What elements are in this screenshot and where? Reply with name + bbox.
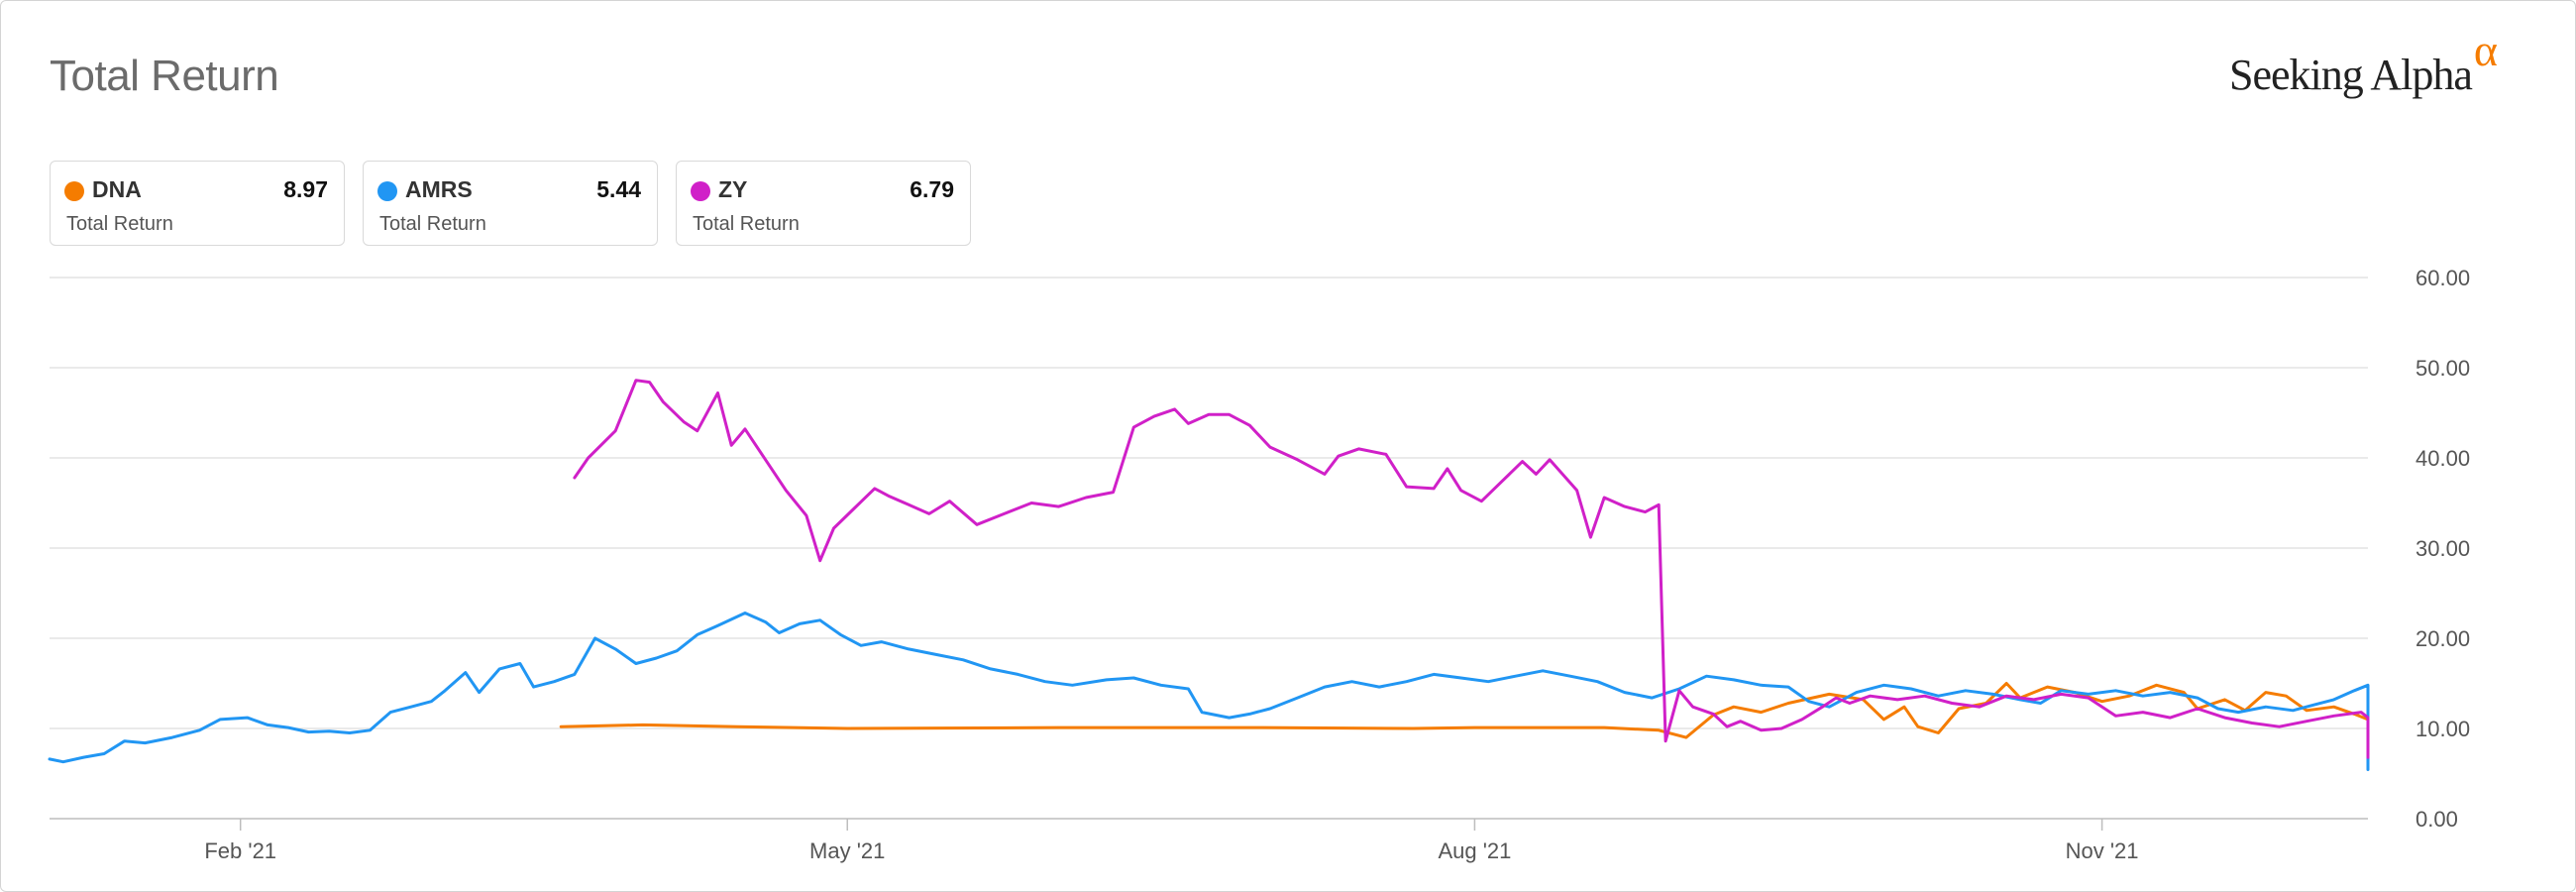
card-ticker: DNA xyxy=(92,176,142,202)
x-tick-label: Nov '21 xyxy=(2066,838,2139,863)
legend-card-dna[interactable]: DNA 8.97 Total Return xyxy=(50,161,345,246)
y-tick-label: 30.00 xyxy=(2415,536,2470,561)
series-lines xyxy=(48,379,2370,771)
y-tick-label: 60.00 xyxy=(2415,266,2470,290)
y-tick-label: 50.00 xyxy=(2415,356,2470,381)
brand-name: Seeking Alpha xyxy=(2229,51,2473,99)
card-value: 5.44 xyxy=(596,176,641,202)
legend-card-zy[interactable]: ZY 6.79 Total Return xyxy=(676,161,971,246)
series-dot-icon xyxy=(377,181,397,201)
legend-card-amrs[interactable]: AMRS 5.44 Total Return xyxy=(363,161,658,246)
alpha-icon: α xyxy=(2473,25,2498,75)
card-value: 6.79 xyxy=(910,176,954,202)
series-line-amrs[interactable] xyxy=(48,612,2370,771)
y-tick-label: 10.00 xyxy=(2415,717,2470,741)
card-label: Total Return xyxy=(693,213,800,235)
series-line-zy[interactable] xyxy=(573,379,2370,759)
card-value: 8.97 xyxy=(283,176,328,202)
y-tick-label: 20.00 xyxy=(2415,626,2470,651)
brand-logo: Seeking Alphaα xyxy=(2229,25,2498,100)
page-title: Total Return xyxy=(50,52,279,100)
card-ticker: ZY xyxy=(718,176,748,202)
x-tick-label: May '21 xyxy=(809,838,885,863)
card-label: Total Return xyxy=(66,213,173,235)
y-axis: 0.00 10.00 20.00 30.00 40.00 50.00 60.00 xyxy=(2415,266,2470,832)
series-dot-icon xyxy=(691,181,710,201)
y-tick-label: 40.00 xyxy=(2415,446,2470,471)
card-label: Total Return xyxy=(379,213,486,235)
x-tick-label: Aug '21 xyxy=(1438,838,1511,863)
grid-lines xyxy=(50,277,2368,820)
card-ticker: AMRS xyxy=(405,176,473,202)
x-tick-label: Feb '21 xyxy=(204,838,276,863)
x-axis: Feb '21 May '21 Aug '21 Nov '21 xyxy=(204,819,2139,863)
series-dot-icon xyxy=(64,181,84,201)
y-tick-label: 0.00 xyxy=(2415,807,2458,832)
